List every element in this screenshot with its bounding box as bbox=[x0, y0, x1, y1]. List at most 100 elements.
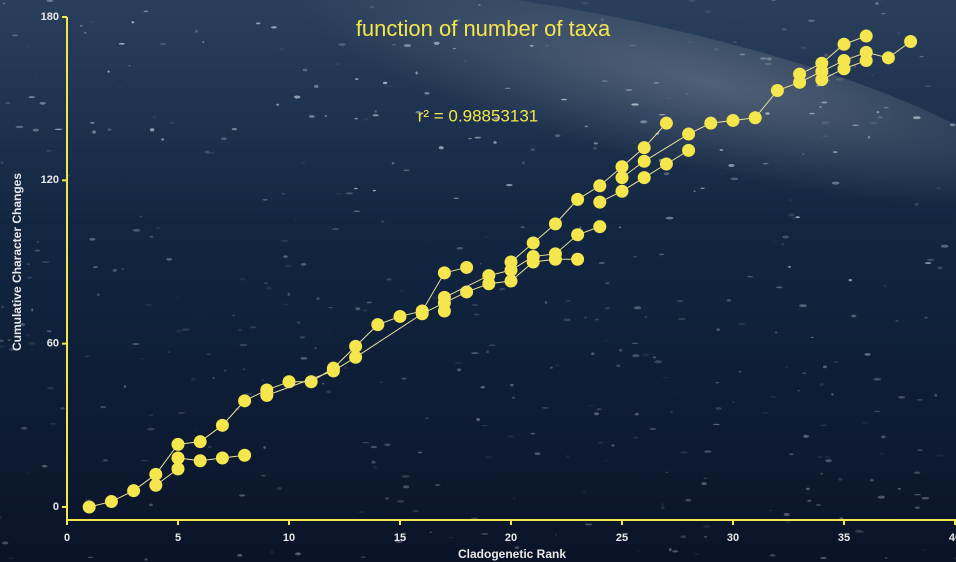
sparkle bbox=[49, 423, 57, 425]
sparkle bbox=[925, 49, 929, 52]
sparkle bbox=[810, 336, 814, 339]
sparkle bbox=[873, 378, 882, 381]
sparkle bbox=[685, 93, 689, 95]
sparkle bbox=[392, 4, 397, 7]
sparkle bbox=[0, 516, 2, 519]
sparkle bbox=[914, 493, 922, 496]
sparkle bbox=[131, 342, 140, 346]
sparkle bbox=[85, 355, 90, 358]
sparkle bbox=[232, 314, 236, 317]
sparkle bbox=[371, 460, 376, 464]
sparkle bbox=[703, 477, 708, 480]
sparkle bbox=[489, 344, 496, 346]
sparkle bbox=[0, 345, 5, 348]
sparkle bbox=[634, 412, 640, 416]
point bbox=[770, 84, 784, 97]
sparkle bbox=[493, 141, 497, 144]
sparkle bbox=[678, 318, 686, 320]
sparkle bbox=[46, 150, 52, 152]
sparkle bbox=[391, 43, 397, 46]
sparkle bbox=[694, 553, 700, 555]
sparkle bbox=[132, 228, 141, 232]
sparkle bbox=[825, 459, 832, 463]
sparkle bbox=[506, 183, 513, 187]
sparkle bbox=[403, 44, 412, 48]
sparkle bbox=[403, 169, 410, 172]
sparkle bbox=[584, 125, 589, 128]
point bbox=[837, 37, 851, 51]
sparkle bbox=[403, 485, 410, 489]
sparkle bbox=[871, 74, 874, 77]
sparkle bbox=[732, 401, 735, 404]
sparkle bbox=[7, 339, 11, 341]
sparkle bbox=[161, 138, 165, 141]
sparkle bbox=[873, 410, 881, 413]
sparkle bbox=[776, 286, 783, 289]
sparkle bbox=[110, 238, 112, 241]
sparkle bbox=[949, 123, 956, 127]
sparkle bbox=[499, 289, 502, 292]
point bbox=[748, 111, 762, 125]
y-tick-label: 0 bbox=[53, 501, 59, 513]
sparkle bbox=[31, 373, 36, 374]
sparkle bbox=[916, 399, 924, 401]
sparkle bbox=[801, 153, 805, 155]
sparkle bbox=[726, 154, 729, 155]
sparkle bbox=[424, 242, 429, 245]
sparkle bbox=[770, 395, 777, 398]
point bbox=[615, 171, 629, 185]
sparkle bbox=[544, 44, 550, 47]
sparkle bbox=[936, 454, 944, 457]
x-tick-label: 35 bbox=[838, 532, 850, 544]
sparkle bbox=[702, 524, 711, 528]
sparkle bbox=[46, 0, 54, 2]
sparkle bbox=[555, 363, 560, 367]
sparkle bbox=[924, 316, 928, 319]
point bbox=[904, 35, 918, 48]
point bbox=[127, 484, 141, 498]
x-tick-label: 25 bbox=[616, 532, 628, 544]
sparkle bbox=[160, 42, 166, 46]
point bbox=[637, 141, 651, 155]
sparkle bbox=[715, 381, 719, 384]
sparkle bbox=[89, 21, 96, 24]
sparkle bbox=[797, 390, 800, 392]
sparkle bbox=[369, 5, 375, 9]
sparkle bbox=[2, 541, 9, 545]
sparkle bbox=[509, 383, 514, 387]
sparkle bbox=[149, 235, 154, 238]
sparkle bbox=[869, 479, 874, 482]
point bbox=[393, 309, 407, 323]
point bbox=[504, 274, 518, 288]
series-line bbox=[799, 35, 867, 75]
sparkle bbox=[34, 75, 37, 78]
sparkle bbox=[41, 464, 48, 468]
y-tick-label: 180 bbox=[41, 11, 59, 23]
sparkle bbox=[26, 333, 30, 337]
sparkle bbox=[470, 517, 478, 520]
sparkle bbox=[914, 202, 920, 206]
sparkle bbox=[530, 148, 535, 151]
sparkle bbox=[566, 454, 570, 459]
sparkle bbox=[625, 89, 633, 91]
sparkle bbox=[238, 328, 243, 331]
point bbox=[571, 228, 585, 242]
x-tick-label: 40 bbox=[949, 532, 956, 544]
sparkle bbox=[314, 347, 317, 350]
sparkle bbox=[877, 495, 885, 499]
point bbox=[171, 437, 185, 451]
sparkle bbox=[190, 377, 196, 381]
sparkle bbox=[618, 348, 623, 352]
sparkle bbox=[262, 198, 268, 201]
sparkle bbox=[815, 504, 822, 506]
sparkle bbox=[92, 130, 96, 134]
sparkle bbox=[759, 465, 762, 467]
sparkle bbox=[206, 353, 212, 355]
sparkle bbox=[879, 452, 885, 456]
sparkle bbox=[355, 307, 361, 311]
sparkle bbox=[283, 255, 288, 258]
sparkle bbox=[544, 300, 548, 304]
sparkle bbox=[372, 114, 379, 117]
y-axis-label: Cumulative Character Changes bbox=[10, 173, 24, 351]
